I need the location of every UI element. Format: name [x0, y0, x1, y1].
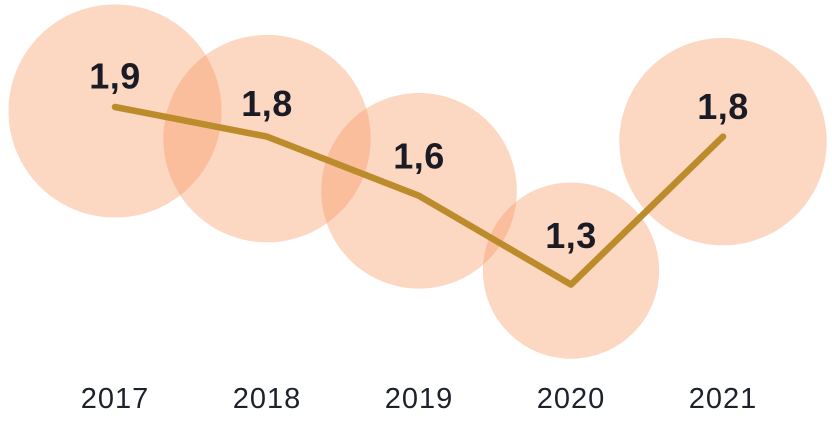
bubble-2020	[482, 182, 660, 359]
bubble-2019	[321, 93, 517, 289]
value-label-2018: 1,8	[241, 83, 293, 124]
x-tick-2020: 2020	[537, 383, 606, 415]
value-label-2021: 1,8	[697, 86, 749, 127]
bubble-2021	[619, 37, 827, 246]
value-label-2017: 1,9	[89, 56, 141, 97]
x-tick-2018: 2018	[233, 383, 302, 415]
trend-line	[111, 103, 727, 288]
x-tick-2019: 2019	[385, 383, 454, 415]
x-tick-2017: 2017	[81, 383, 150, 415]
bubble-2017	[8, 4, 222, 218]
value-label-2020: 1,3	[545, 215, 597, 256]
x-tick-2021: 2021	[689, 383, 758, 415]
value-label-2019: 1,6	[393, 135, 445, 176]
